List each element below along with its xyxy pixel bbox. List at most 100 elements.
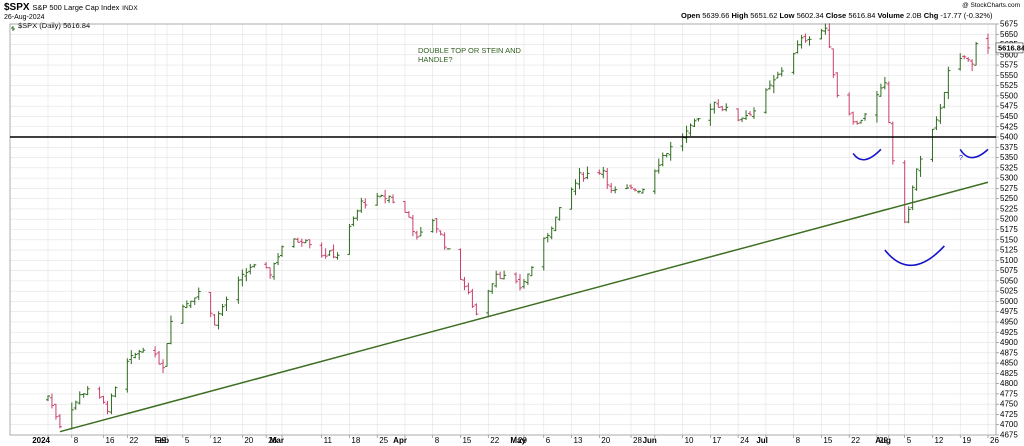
x-tick-label: Feb (155, 436, 169, 445)
x-tick-label: 18 (351, 436, 360, 445)
y-tick-label: 5425 (1000, 122, 1018, 131)
ohlc-bar (930, 128, 935, 162)
ohlc-bar (212, 313, 217, 326)
ohlc-bar (129, 350, 134, 365)
ohlc-readout: Open 5639.66 High 5651.62 Low 5602.34 Cl… (681, 11, 993, 20)
ohlc-bar (736, 108, 741, 122)
ohlc-bar (724, 103, 729, 112)
ohlc-bar (498, 271, 503, 280)
gridlines (10, 23, 996, 436)
ohlc-bar (486, 289, 491, 318)
ohlc-bar (541, 237, 546, 271)
plot-frame (9, 23, 997, 436)
ohlc-bar (105, 400, 110, 415)
y-tick-label: 4800 (1000, 379, 1018, 388)
y-tick-label: 4775 (1000, 389, 1018, 398)
ohlc-bar (208, 291, 213, 318)
ohlc-bar (910, 185, 915, 211)
x-tick-label: 24 (740, 436, 749, 445)
x-tick-label: May (510, 436, 526, 445)
ohlc-bar (962, 55, 967, 60)
ohlc-bar (629, 184, 634, 190)
ohlc-bar (137, 349, 142, 360)
x-tick-label: 22 (851, 436, 860, 445)
ohlc-bar (188, 300, 193, 309)
y-tick-label: 5250 (1000, 194, 1018, 203)
trend-line (59, 181, 989, 433)
ohlc-bar (791, 52, 796, 75)
ohlc-bar (49, 393, 54, 409)
ohlc-bar (863, 113, 868, 121)
x-tick-label: Jul (756, 436, 768, 445)
ohlc-bar (77, 391, 82, 405)
x-tick-label: 22 (129, 436, 138, 445)
x-tick-label: 12 (213, 436, 222, 445)
y-tick-label: 5100 (1000, 256, 1018, 265)
ohlc-bar (906, 206, 911, 224)
ohlc-bar (276, 253, 281, 266)
ohlc-bar (859, 119, 864, 124)
ohlc-bar (359, 197, 364, 213)
ohlc-bar (470, 288, 475, 309)
ohlc-bar (434, 217, 439, 233)
ohlc-bar (192, 297, 197, 305)
ohlc-bar (430, 218, 435, 233)
ohlc-bar (918, 155, 923, 177)
ohlc-bar (807, 36, 812, 46)
x-tick-label: 15 (823, 436, 832, 445)
ohlc-bar (851, 111, 856, 125)
ohlc-bar (236, 276, 241, 304)
ohlc-bar (363, 198, 368, 209)
ohlc-bar (406, 211, 411, 218)
ohlc-bar (763, 88, 768, 114)
x-tick-label: 6 (546, 436, 551, 445)
ohlc-bar (161, 359, 166, 374)
ohlc-bar (573, 179, 578, 196)
y-tick-label: 5050 (1000, 276, 1018, 285)
ohlc-bar (525, 273, 530, 286)
ohlc-bar (113, 386, 118, 398)
y-tick-label: 5350 (1000, 153, 1018, 162)
y-tick-label: 5525 (1000, 81, 1018, 90)
ohlc-bar (220, 303, 225, 317)
ohlc-bar (549, 226, 554, 240)
ohlc-bar (835, 72, 840, 98)
ohlc-bar (942, 91, 947, 109)
ohlc-bar (387, 195, 392, 203)
x-tick-label: 29 (879, 436, 888, 445)
ohlc-bar (303, 239, 308, 244)
x-tick-label: 26 (268, 436, 277, 445)
x-tick-label: 5 (907, 436, 912, 445)
y-tick-label: 4950 (1000, 317, 1018, 326)
ohlc-bar (799, 34, 804, 49)
ohlc-bar (85, 386, 90, 396)
y-tick-label: 5500 (1000, 91, 1018, 100)
ohlc-bar (418, 226, 423, 237)
x-tick-label: 19 (962, 436, 971, 445)
x-tick-label: 29 (157, 436, 166, 445)
ohlc-bar (744, 110, 749, 120)
x-tick-label: 25 (379, 436, 388, 445)
y-tick-label: 5225 (1000, 204, 1018, 213)
y-tick-label: 4850 (1000, 359, 1018, 368)
ohlc-bar (224, 296, 229, 311)
ohlc-bar (640, 188, 645, 194)
ohlc-bar (771, 75, 776, 94)
y-tick-label: 4725 (1000, 410, 1018, 419)
ohlc-bar (545, 233, 550, 243)
y-tick-label: 5550 (1000, 71, 1018, 80)
ohlc-bar (692, 118, 697, 128)
x-tick-label: Aug (875, 436, 891, 445)
x-tick-label: Mar (270, 436, 284, 445)
ohlc-bar (307, 239, 312, 249)
chart-title: $SPX S&P 500 Large Cap Index INDX (4, 2, 138, 13)
ohlc-bar (319, 242, 324, 258)
ohlc-bar (831, 48, 836, 78)
ohlc-bar (295, 237, 300, 243)
ohlc-bar (827, 23, 832, 49)
ohlc-bar (184, 300, 189, 309)
ohlc-bar (57, 414, 62, 429)
x-tick-label: 22 (490, 436, 499, 445)
ohlc-bar (97, 386, 102, 399)
ohlc-bar (323, 248, 328, 259)
